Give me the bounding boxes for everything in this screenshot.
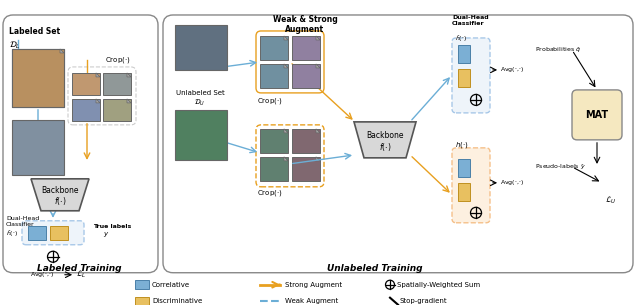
Polygon shape xyxy=(284,129,288,133)
FancyBboxPatch shape xyxy=(3,15,158,273)
FancyBboxPatch shape xyxy=(163,15,633,273)
Bar xyxy=(175,110,227,160)
Polygon shape xyxy=(316,157,320,161)
Text: Labeled Set: Labeled Set xyxy=(9,27,60,36)
Polygon shape xyxy=(31,179,89,211)
Text: $\hat{h}(\cdot)$: $\hat{h}(\cdot)$ xyxy=(6,228,18,239)
Text: True labels: True labels xyxy=(93,224,131,229)
Text: $h(\cdot)$: $h(\cdot)$ xyxy=(455,140,468,150)
Polygon shape xyxy=(127,73,131,77)
Bar xyxy=(458,183,470,201)
Text: Avg($\cdot$,$\cdot$): Avg($\cdot$,$\cdot$) xyxy=(500,66,524,74)
Text: Dual-Head
Classifier: Dual-Head Classifier xyxy=(452,15,488,26)
Text: Discriminative: Discriminative xyxy=(152,298,202,304)
Bar xyxy=(28,226,46,240)
Bar xyxy=(103,73,131,95)
Polygon shape xyxy=(127,99,131,103)
Bar xyxy=(12,49,64,107)
Text: Avg($\cdot$,$\cdot$): Avg($\cdot$,$\cdot$) xyxy=(500,178,524,187)
Text: Strong Augment: Strong Augment xyxy=(285,282,342,288)
Text: Correlative: Correlative xyxy=(152,282,190,288)
Polygon shape xyxy=(354,122,416,158)
Bar xyxy=(458,45,470,63)
Bar xyxy=(292,129,320,153)
Text: $f(\cdot)$: $f(\cdot)$ xyxy=(54,195,66,207)
Text: $\mathcal{L}_U$: $\mathcal{L}_U$ xyxy=(605,194,616,206)
Bar xyxy=(72,99,100,121)
Text: MAT: MAT xyxy=(586,110,609,120)
Bar xyxy=(260,129,288,153)
Text: Spatially-Weighted Sum: Spatially-Weighted Sum xyxy=(397,282,480,288)
Bar xyxy=(135,280,149,289)
Polygon shape xyxy=(316,36,320,40)
Polygon shape xyxy=(284,36,288,40)
Text: Weak Augment: Weak Augment xyxy=(285,298,339,304)
Bar xyxy=(292,157,320,181)
Polygon shape xyxy=(284,64,288,68)
Text: Crop($\cdot$): Crop($\cdot$) xyxy=(105,55,131,65)
Bar xyxy=(72,73,100,95)
Text: Unlabeled Training: Unlabeled Training xyxy=(327,264,423,273)
Bar xyxy=(135,297,149,305)
FancyBboxPatch shape xyxy=(22,221,84,245)
FancyBboxPatch shape xyxy=(572,90,622,140)
Polygon shape xyxy=(60,49,64,53)
Text: Crop($\cdot$): Crop($\cdot$) xyxy=(257,188,283,198)
Bar xyxy=(292,36,320,60)
Bar xyxy=(12,49,64,107)
Bar xyxy=(103,99,131,121)
Text: $\mathcal{L}_L$: $\mathcal{L}_L$ xyxy=(76,269,86,281)
Bar xyxy=(12,120,64,175)
Bar xyxy=(260,64,288,88)
Bar xyxy=(50,226,68,240)
Text: Crop($\cdot$): Crop($\cdot$) xyxy=(257,96,283,106)
Text: $\mathcal{D}_L$: $\mathcal{D}_L$ xyxy=(9,40,20,52)
Text: Labeled Training: Labeled Training xyxy=(36,264,122,273)
Text: Stop-gradient: Stop-gradient xyxy=(400,298,447,304)
Bar xyxy=(175,25,227,70)
Text: Pseudo-labels $\hat{y}$: Pseudo-labels $\hat{y}$ xyxy=(535,162,586,172)
Text: $\hat{h}(\cdot)$: $\hat{h}(\cdot)$ xyxy=(455,33,467,44)
Polygon shape xyxy=(96,73,100,77)
Text: Backbone: Backbone xyxy=(41,186,79,195)
Polygon shape xyxy=(96,99,100,103)
Bar xyxy=(260,157,288,181)
Polygon shape xyxy=(284,157,288,161)
Bar xyxy=(260,36,288,60)
Text: $f(\cdot)$: $f(\cdot)$ xyxy=(379,141,391,153)
Text: Unlabeled Set
$\mathcal{D}_U$: Unlabeled Set $\mathcal{D}_U$ xyxy=(175,90,225,107)
Text: Weak & Strong
Augment: Weak & Strong Augment xyxy=(273,15,337,34)
Text: Avg($\cdot$,$\cdot$): Avg($\cdot$,$\cdot$) xyxy=(30,270,54,279)
Text: Probabilities $\hat{q}$: Probabilities $\hat{q}$ xyxy=(535,45,581,55)
FancyBboxPatch shape xyxy=(452,148,490,223)
FancyBboxPatch shape xyxy=(452,38,490,113)
Polygon shape xyxy=(316,64,320,68)
Bar xyxy=(458,69,470,87)
Text: $y$: $y$ xyxy=(103,230,109,239)
Bar xyxy=(458,159,470,177)
Text: Dual-Head
Classifier: Dual-Head Classifier xyxy=(6,216,39,227)
Bar xyxy=(292,64,320,88)
Polygon shape xyxy=(316,129,320,133)
Text: Backbone: Backbone xyxy=(366,131,404,140)
